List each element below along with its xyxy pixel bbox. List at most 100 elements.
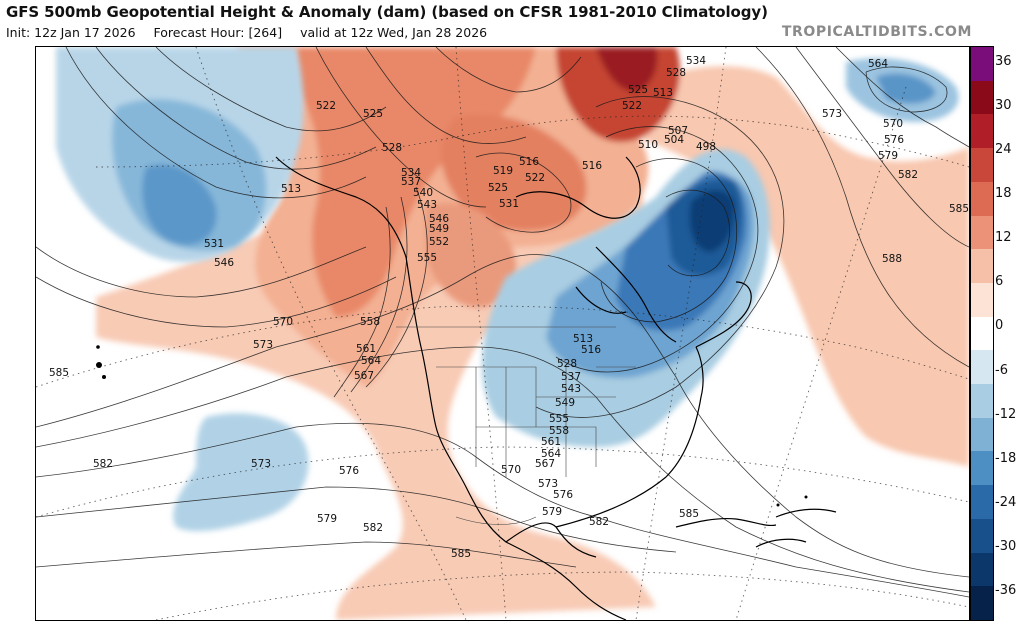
contour-label: 573 <box>538 478 558 490</box>
contour-label: 579 <box>542 506 562 518</box>
contour-label: 522 <box>525 172 545 184</box>
colorbar-swatch <box>971 384 993 419</box>
site-brand: TROPICALTIDBITS.COM <box>781 24 972 40</box>
contour-label: 564 <box>361 355 381 367</box>
colorbar-tick-label: 0 <box>995 318 1004 334</box>
contour-label: 513 <box>653 87 673 99</box>
contour-label: 555 <box>549 413 569 425</box>
contour-label: 561 <box>356 343 376 355</box>
contour-label: 564 <box>868 58 888 70</box>
contour-label: 585 <box>679 508 699 520</box>
colorbar-swatch <box>971 249 993 284</box>
contour-label: 519 <box>493 165 513 177</box>
contour-label: 585 <box>49 367 69 379</box>
contour-label: 513 <box>281 183 301 195</box>
colorbar-swatch <box>971 586 993 621</box>
contour-label: 558 <box>360 316 380 328</box>
contour-label: 570 <box>273 316 293 328</box>
contour-label: 588 <box>882 253 902 265</box>
contour-label: 537 <box>401 176 421 188</box>
contour-label: 585 <box>949 203 969 215</box>
contour-label: 576 <box>339 465 359 477</box>
contour-label: 573 <box>251 458 271 470</box>
colorbar-swatch <box>971 181 993 217</box>
contour-label: 549 <box>555 397 575 409</box>
colorbar-tick-label: 12 <box>995 230 1012 246</box>
contour-label: 525 <box>488 182 508 194</box>
contour-label: 567 <box>354 370 374 382</box>
colorbar-swatch <box>971 485 993 520</box>
anomaly-map: 522 525 513 531 546 570 573 585 582 573 … <box>36 47 969 620</box>
contour-label: 522 <box>622 100 642 112</box>
contour-label: 540 <box>413 187 433 199</box>
init-time: Init: 12z Jan 17 2026 <box>6 25 136 40</box>
colorbar-tick-label: -6 <box>995 362 1008 378</box>
contour-label: 576 <box>884 134 904 146</box>
contour-label: 507 <box>668 125 688 137</box>
contour-label: 528 <box>382 142 402 154</box>
map-subtitle: Init: 12z Jan 17 2026 Forecast Hour: [26… <box>6 25 501 40</box>
contour-label: 534 <box>686 55 706 67</box>
contour-label: 531 <box>499 198 519 210</box>
positive-anomaly-shading <box>96 47 969 620</box>
contour-label: 570 <box>883 118 903 130</box>
contour-label: 549 <box>429 223 449 235</box>
colorbar-swatch <box>971 518 993 554</box>
contour-label: 552 <box>429 236 449 248</box>
coastlines <box>275 156 837 620</box>
contour-label: 555 <box>417 252 437 264</box>
contour-label: 528 <box>666 67 686 79</box>
contour-label: 534 <box>401 167 421 179</box>
colorbar-tick-label: 30 <box>995 98 1012 114</box>
colorbar-swatch <box>971 350 993 385</box>
map-title: GFS 500mb Geopotential Height & Anomaly … <box>6 3 768 21</box>
colorbar-tick-label: -36 <box>995 582 1017 598</box>
contour-label: 546 <box>429 213 449 225</box>
contour-labels: 522 525 513 531 546 570 573 585 582 573 … <box>49 55 969 560</box>
contour-label: 510 <box>638 139 658 151</box>
contour-label: 558 <box>549 425 569 437</box>
colorbar-swatch <box>971 316 993 351</box>
contour-label: 537 <box>561 371 581 383</box>
contour-label: 504 <box>664 134 684 146</box>
valid-time: valid at 12z Wed, Jan 28 2026 <box>300 25 488 40</box>
colorbar-swatch <box>971 114 993 149</box>
anomaly-colorbar <box>970 46 994 621</box>
colorbar-tick-label: -18 <box>995 450 1017 466</box>
negative-anomaly-shading <box>56 47 959 532</box>
map-panel: 522 525 513 531 546 570 573 585 582 573 … <box>35 46 970 621</box>
colorbar-tick-label: -12 <box>995 406 1017 422</box>
colorbar-tick-label: 18 <box>995 186 1012 202</box>
contour-label: 525 <box>628 84 648 96</box>
colorbar-swatch <box>971 215 993 250</box>
contour-label: 582 <box>589 516 609 528</box>
contour-label: 582 <box>363 522 383 534</box>
contour-label: 543 <box>561 383 581 395</box>
contour-label: 531 <box>204 238 224 250</box>
colorbar-tick-label: 6 <box>995 274 1004 290</box>
contour-label: 576 <box>553 489 573 501</box>
colorbar-swatch <box>971 47 993 82</box>
colorbar-tick-label: 36 <box>995 54 1012 69</box>
contour-label: 579 <box>878 150 898 162</box>
contour-label: 522 <box>316 100 336 112</box>
colorbar-tick-label: -24 <box>995 494 1017 510</box>
colorbar-tick-label: -30 <box>995 538 1017 554</box>
height-contours <box>36 47 969 598</box>
colorbar-swatch <box>971 451 993 486</box>
colorbar-swatch <box>971 417 993 452</box>
colorbar-swatch <box>971 282 993 318</box>
forecast-hour: Forecast Hour: [264] <box>153 25 283 40</box>
colorbar-swatch <box>971 80 993 115</box>
contour-label: 585 <box>451 548 471 560</box>
contour-label: 513 <box>573 333 593 345</box>
contour-label: 516 <box>519 156 539 168</box>
contour-label: 525 <box>363 108 383 120</box>
island-marks <box>96 345 808 507</box>
contour-label: 573 <box>253 339 273 351</box>
contour-label: 579 <box>317 513 337 525</box>
contour-label: 582 <box>93 458 113 470</box>
contour-label: 564 <box>541 448 561 460</box>
lat-lon-grid <box>36 47 969 620</box>
colorbar-swatch <box>971 552 993 587</box>
